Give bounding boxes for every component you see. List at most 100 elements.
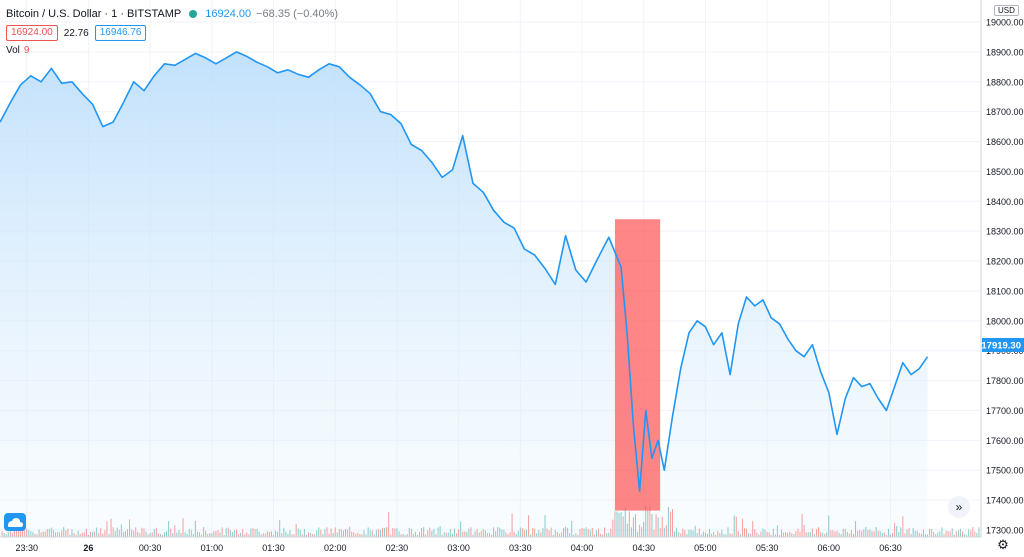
volume-bar: [748, 533, 750, 537]
volume-bar: [861, 530, 863, 537]
volume-bar: [472, 534, 474, 537]
ask-price[interactable]: 16946.76: [94, 25, 147, 41]
tradingview-logo-icon[interactable]: [4, 513, 26, 531]
volume-bar: [22, 525, 24, 537]
volume-bar: [328, 533, 330, 537]
volume-bar: [867, 529, 869, 537]
volume-bar: [542, 528, 544, 537]
volume-bar: [102, 533, 104, 537]
volume-bar: [159, 533, 161, 537]
volume-bar: [322, 533, 324, 537]
volume-bar: [406, 534, 408, 537]
volume-bar: [314, 534, 316, 537]
volume-bar: [530, 534, 532, 537]
volume-bar: [141, 527, 143, 537]
volume-bar: [842, 528, 844, 537]
volume-bar: [451, 533, 453, 537]
volume-bar: [976, 532, 978, 537]
volume-bar: [379, 529, 381, 537]
volume-bar: [371, 530, 373, 537]
volume-bar: [211, 533, 213, 537]
volume-bar: [254, 529, 256, 537]
volume-bar: [684, 529, 686, 537]
volume-bar: [521, 528, 523, 537]
volume-bar: [427, 530, 429, 537]
bid-price[interactable]: 16924.00: [6, 25, 58, 41]
time-tick-label: 26: [83, 543, 93, 553]
volume-bar: [388, 512, 390, 537]
volume-bar: [326, 527, 328, 537]
price-axis[interactable]: 19000.00 18900.00 18800.00 18700.00 18600.00…: [986, 18, 1024, 536]
volume-bar: [961, 531, 963, 537]
volume-bar: [840, 534, 842, 537]
volume-bar: [503, 529, 505, 537]
volume-bar: [219, 532, 221, 537]
volume-bar: [79, 533, 81, 537]
volume-bar: [283, 527, 285, 537]
volume-bar: [927, 534, 929, 537]
volume-bar: [659, 528, 661, 537]
volume-bar: [667, 507, 669, 537]
volume-bar: [42, 531, 44, 537]
volume-bar: [914, 530, 916, 537]
volume-bar: [94, 531, 96, 537]
volume-bar: [83, 532, 85, 537]
price-tick-label: 18900.00: [986, 47, 1024, 57]
volume-bar: [285, 531, 287, 537]
volume-bar: [739, 534, 741, 537]
volume-bar: [544, 515, 546, 537]
volume-bar: [589, 530, 591, 537]
volume-bar: [242, 529, 244, 537]
volume-bar: [336, 532, 338, 537]
volume-bar: [92, 531, 94, 537]
volume-bar: [591, 527, 593, 537]
volume-bar: [756, 532, 758, 537]
volume-bar: [894, 522, 896, 537]
volume-bar: [951, 528, 953, 537]
volume-bar: [402, 533, 404, 537]
volume-bar: [476, 528, 478, 537]
volume-bar: [937, 532, 939, 537]
volume-bar: [484, 530, 486, 537]
chart-legend: Bitcoin / U.S. Dollar · 1 · BITSTAMP 169…: [6, 6, 338, 56]
volume-bar: [892, 532, 894, 537]
volume-bar: [546, 528, 548, 537]
bid-ask-row: 16924.00 22.76 16946.76: [6, 25, 338, 41]
volume-bar: [657, 517, 659, 537]
volume-bar: [604, 527, 606, 537]
time-axis[interactable]: 23:30 26 00:30 01:00 01:30 02:00 02:30 03:00 03:…: [15, 543, 901, 553]
volume-bar: [887, 528, 889, 537]
volume-bar: [266, 531, 268, 537]
volume-bar: [626, 523, 628, 537]
volume-bar: [632, 517, 634, 537]
volume-bar: [145, 531, 147, 537]
volume-bar: [196, 531, 198, 537]
volume-bar: [799, 531, 801, 537]
volume-bar: [737, 531, 739, 537]
volume-bar: [499, 527, 501, 537]
volume-bar: [826, 532, 828, 537]
gear-icon[interactable]: ⚙: [997, 537, 1009, 552]
volume-bar: [785, 532, 787, 537]
volume-bar: [569, 532, 571, 537]
volume-bar: [949, 531, 951, 537]
go-to-realtime-icon[interactable]: »: [948, 496, 970, 518]
volume-bar: [540, 532, 542, 537]
currency-label[interactable]: USD: [994, 5, 1019, 16]
volume-bar: [694, 525, 696, 537]
volume-bar: [688, 529, 690, 537]
volume-bar: [423, 527, 425, 537]
volume-bar: [702, 531, 704, 537]
volume-bar: [910, 534, 912, 537]
volume-bar: [433, 528, 435, 537]
volume-bar: [414, 531, 416, 537]
volume-bar: [260, 534, 262, 537]
volume-bar: [24, 530, 26, 537]
symbol-title[interactable]: Bitcoin / U.S. Dollar · 1 · BITSTAMP: [6, 8, 182, 20]
volume-bar: [661, 516, 663, 537]
volume-bar: [663, 527, 665, 537]
time-tick-label: 01:00: [201, 543, 224, 553]
volume-bar: [305, 534, 307, 537]
volume-bar: [719, 533, 721, 537]
